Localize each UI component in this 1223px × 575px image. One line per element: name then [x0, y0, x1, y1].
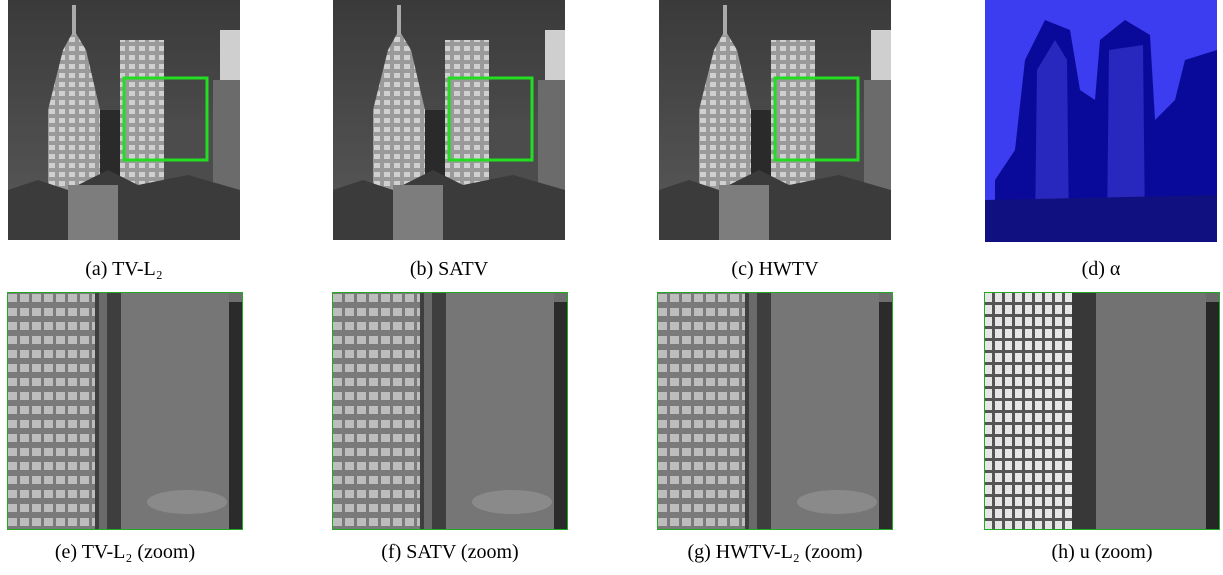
caption: (g) HWTV-L₂ (zoom) — [625, 541, 925, 564]
image-b — [333, 0, 565, 240]
zoom-e — [7, 292, 243, 530]
caption: (h) u (zoom) — [952, 541, 1223, 564]
image-c — [659, 0, 891, 240]
caption: (f) SATV (zoom) — [300, 541, 600, 564]
caption: (a) TV-L₂ — [0, 258, 274, 281]
zoom-g — [657, 292, 893, 530]
figure-page: {"figure": {"panels": [ {"caption": "(a)… — [0, 0, 1223, 575]
zoom-h — [984, 292, 1220, 530]
caption: (b) SATV — [299, 258, 599, 281]
figure-images — [0, 0, 1223, 575]
caption: (d) α — [951, 258, 1223, 281]
caption: (e) TV-L₂ (zoom) — [0, 541, 275, 564]
caption: (c) HWTV — [625, 258, 925, 281]
image-d — [985, 0, 1217, 242]
image-a — [8, 0, 240, 240]
zoom-f — [332, 292, 568, 530]
